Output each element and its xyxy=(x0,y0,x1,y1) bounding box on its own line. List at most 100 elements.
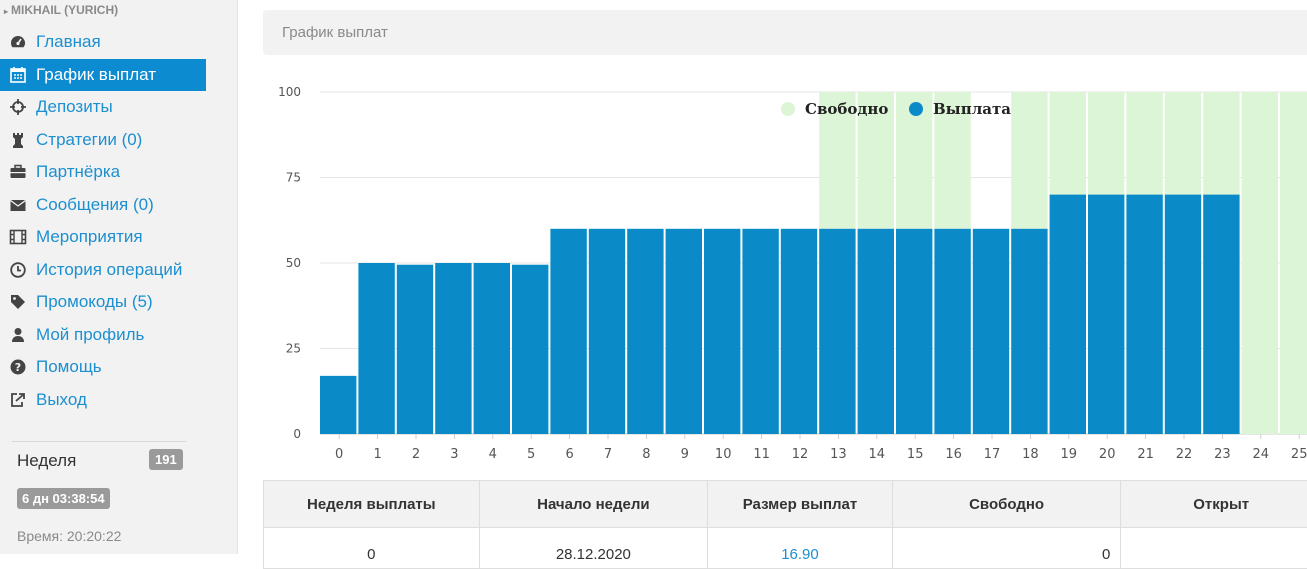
x-tick-label: 24 xyxy=(1253,447,1270,462)
sidebar-item-6[interactable]: Мероприятия xyxy=(0,221,206,254)
chess-rook-icon xyxy=(0,131,36,149)
sidebar-item-label: История операций xyxy=(36,259,183,279)
column-header-free[interactable]: Свободно xyxy=(893,481,1122,527)
sidebar-item-0[interactable]: Главная xyxy=(0,26,206,59)
cell-open xyxy=(1121,528,1307,568)
question-icon: ? xyxy=(0,358,36,376)
briefcase-icon xyxy=(0,163,36,181)
sidebar-item-5[interactable]: Сообщения (0) xyxy=(0,189,206,222)
payout-bar xyxy=(1164,194,1202,434)
cell-week: 0 xyxy=(264,528,480,568)
countdown-badge: 6 дн 03:38:54 xyxy=(17,488,110,509)
tag-icon xyxy=(0,293,36,311)
free-bar xyxy=(1280,92,1307,434)
sidebar-item-label: График выплат xyxy=(36,64,157,84)
x-tick-label: 0 xyxy=(335,447,343,462)
free-bar xyxy=(1011,92,1048,229)
payout-bar xyxy=(588,228,626,434)
x-tick-label: 5 xyxy=(527,447,535,462)
x-tick-label: 16 xyxy=(945,447,962,462)
sidebar-item-7[interactable]: История операций xyxy=(0,254,206,287)
legend-label: Выплата xyxy=(933,100,1011,118)
payout-bar xyxy=(320,375,357,434)
crosshair-icon xyxy=(0,98,36,116)
payout-bar xyxy=(819,228,856,434)
sidebar-item-4[interactable]: Партнёрка xyxy=(0,156,206,189)
free-bar xyxy=(1126,92,1163,195)
x-tick-label: 4 xyxy=(489,447,497,462)
free-bar xyxy=(934,92,971,229)
payout-bar xyxy=(396,264,434,434)
x-tick-label: 8 xyxy=(642,447,650,462)
x-tick-label: 23 xyxy=(1214,447,1231,462)
svg-text:?: ? xyxy=(15,361,21,374)
x-tick-label: 13 xyxy=(830,447,847,462)
x-tick-label: 17 xyxy=(984,447,1001,462)
current-time: Время: 20:20:22 xyxy=(17,528,122,544)
sidebar-item-9[interactable]: Мой профиль xyxy=(0,319,206,352)
x-tick-label: 2 xyxy=(412,447,420,462)
y-tick-label: 75 xyxy=(286,171,301,185)
payout-bar xyxy=(1011,228,1048,434)
sidebar-item-1[interactable]: График выплат xyxy=(0,58,206,91)
payout-bar xyxy=(1126,194,1163,434)
cell-free: 0 xyxy=(893,528,1122,568)
film-icon xyxy=(0,228,36,246)
sidebar-item-11[interactable]: Выход xyxy=(0,384,206,417)
payout-bar xyxy=(512,264,549,434)
sidebar-item-3[interactable]: Стратегии (0) xyxy=(0,124,206,157)
payout-bar xyxy=(704,228,741,434)
payout-bar xyxy=(857,228,894,434)
sidebar-item-8[interactable]: Промокоды (5) xyxy=(0,286,206,319)
x-tick-label: 21 xyxy=(1137,447,1154,462)
legend-marker xyxy=(909,102,923,116)
x-tick-label: 11 xyxy=(753,447,770,462)
logout-icon xyxy=(0,391,36,409)
free-bar xyxy=(857,92,894,229)
table-row: 0 28.12.2020 16.90 0 xyxy=(264,528,1307,568)
free-bar xyxy=(1088,92,1125,195)
y-tick-label: 100 xyxy=(278,85,301,99)
user-name[interactable]: ▸ MIKHAIL (YURICH) xyxy=(4,3,119,17)
payout-bar xyxy=(358,263,395,434)
x-tick-label: 18 xyxy=(1022,447,1039,462)
envelope-icon xyxy=(0,196,36,214)
sidebar-item-label: Помощь xyxy=(36,357,102,377)
sidebar-item-10[interactable]: ? Помощь xyxy=(0,351,206,384)
free-bar xyxy=(819,92,856,229)
sidebar-item-label: Промокоды (5) xyxy=(36,292,153,312)
payout-table: Неделя выплаты Начало недели Размер выпл… xyxy=(263,480,1307,569)
x-tick-label: 20 xyxy=(1099,447,1116,462)
payout-bar xyxy=(896,228,933,434)
payout-bar xyxy=(742,228,779,434)
week-label: Неделя xyxy=(17,451,77,470)
x-tick-label: 6 xyxy=(565,447,573,462)
cell-payout-size[interactable]: 16.90 xyxy=(708,528,893,568)
free-bar xyxy=(1049,92,1086,195)
column-header-open[interactable]: Открыт xyxy=(1121,481,1307,527)
x-tick-label: 19 xyxy=(1061,447,1078,462)
x-tick-label: 1 xyxy=(373,447,381,462)
page-title: График выплат xyxy=(282,24,388,41)
payout-bar xyxy=(780,228,818,434)
sidebar-item-label: Депозиты xyxy=(36,97,113,117)
cell-week-start: 28.12.2020 xyxy=(480,528,709,568)
sidebar-item-label: Партнёрка xyxy=(36,162,121,182)
sidebar: ▸ MIKHAIL (YURICH) Главная График выплат Де… xyxy=(0,0,238,554)
sidebar-item-2[interactable]: Депозиты xyxy=(0,91,206,124)
sidebar-item-label: Сообщения (0) xyxy=(36,194,154,214)
x-tick-label: 12 xyxy=(792,447,809,462)
y-tick-label: 25 xyxy=(286,342,301,356)
y-tick-label: 50 xyxy=(286,256,301,270)
column-header-payout-size[interactable]: Размер выплат xyxy=(708,481,893,527)
page-title-bar: График выплат xyxy=(263,10,1307,55)
sidebar-menu: Главная График выплат Депозиты Стратегии (0… xyxy=(0,26,206,416)
sidebar-item-label: Мероприятия xyxy=(36,227,143,247)
column-header-week-start[interactable]: Начало недели xyxy=(480,481,709,527)
calendar-icon xyxy=(0,66,36,84)
sidebar-item-label: Главная xyxy=(36,32,101,52)
column-header-week[interactable]: Неделя выплаты xyxy=(264,481,480,527)
x-tick-label: 10 xyxy=(715,447,732,462)
x-tick-label: 3 xyxy=(450,447,458,462)
